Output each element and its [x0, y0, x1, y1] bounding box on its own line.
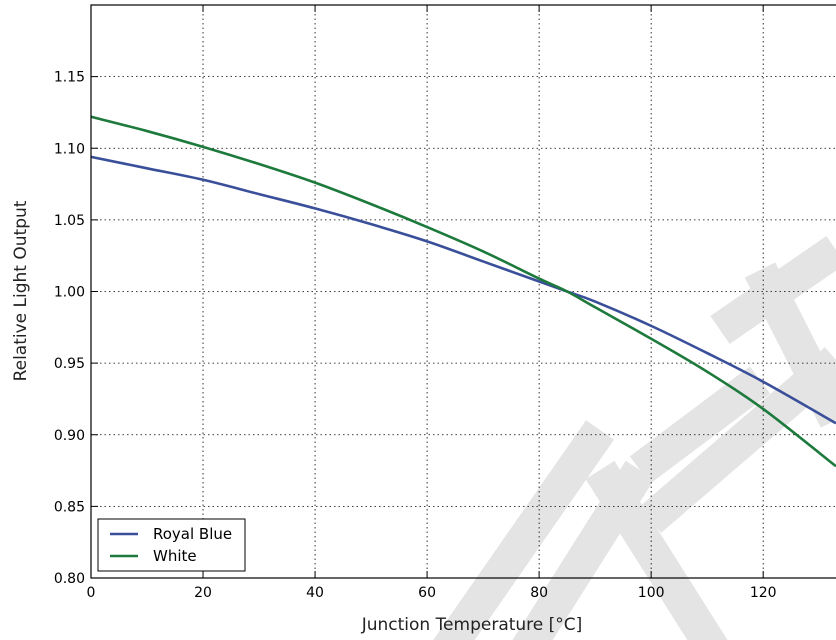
- y-tick-label: 0.80: [54, 571, 85, 587]
- y-tick-label: 1.15: [54, 70, 85, 86]
- x-tick-label: 0: [87, 585, 96, 601]
- watermark: [433, 236, 836, 640]
- axis-ticks: 0 20 40 60 80 100 120 0.80 0.85 0.90 0.95 1.00 1.05 1…: [54, 5, 777, 601]
- x-tick-label: 60: [418, 585, 436, 601]
- watermark-stroke: [638, 347, 836, 533]
- legend: Royal Blue White: [97, 518, 246, 572]
- x-tick-label: 20: [194, 585, 212, 601]
- legend-label: White: [153, 547, 197, 565]
- legend-box: [97, 518, 246, 572]
- watermark-stroke: [433, 420, 614, 640]
- x-axis-label: Junction Temperature [°C]: [361, 615, 583, 635]
- x-tick-label: 80: [530, 585, 548, 601]
- y-tick-label: 0.95: [54, 356, 85, 372]
- grid: [91, 5, 836, 578]
- legend-label: Royal Blue: [153, 525, 232, 543]
- series-line-white: [90, 115, 836, 468]
- watermark-stroke: [744, 262, 836, 428]
- y-tick-label: 0.90: [54, 428, 85, 444]
- watermark-stroke: [585, 460, 728, 640]
- x-tick-label: 100: [638, 585, 665, 601]
- series-lines: [90, 115, 836, 468]
- y-axis-label: Relative Light Output: [11, 200, 31, 381]
- y-tick-label: 1.00: [54, 285, 85, 301]
- y-tick-label: 0.85: [54, 499, 85, 515]
- watermark-stroke: [629, 366, 771, 484]
- x-tick-label: 120: [750, 585, 777, 601]
- series-line-royal-blue: [90, 155, 836, 425]
- y-tick-label: 1.10: [54, 141, 85, 157]
- y-tick-label: 1.05: [54, 213, 85, 229]
- x-tick-label: 40: [306, 585, 324, 601]
